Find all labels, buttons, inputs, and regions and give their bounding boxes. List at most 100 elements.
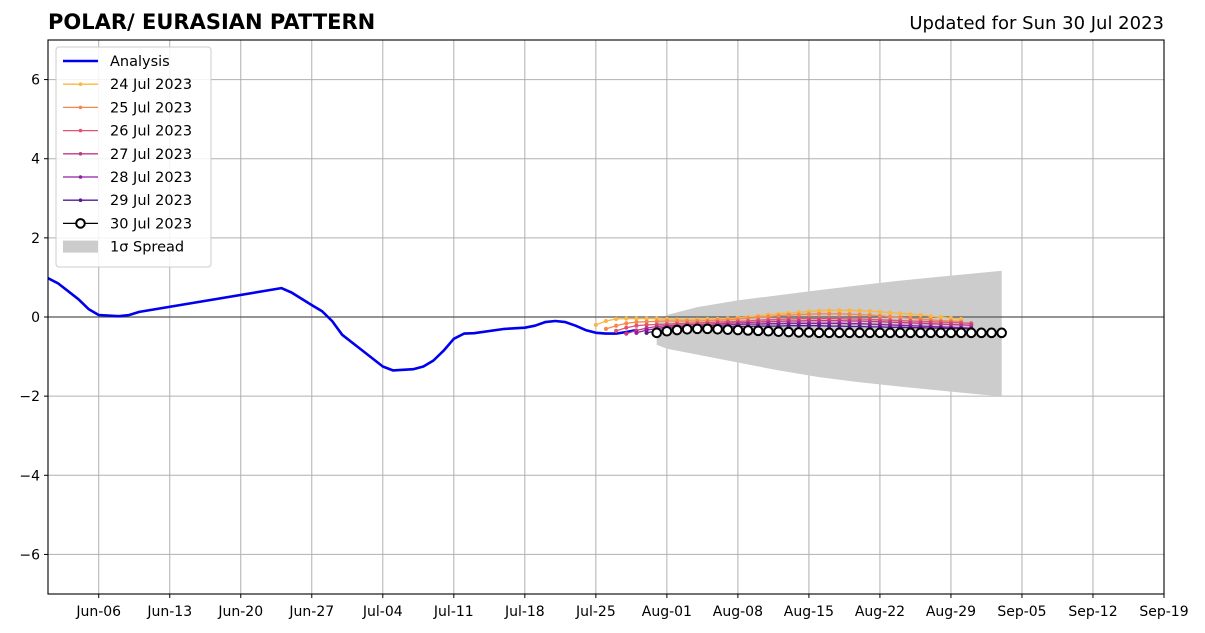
forecast-point <box>624 325 629 330</box>
forecast-point <box>905 327 916 339</box>
forecast-point <box>935 327 947 339</box>
forecast-point <box>857 312 862 317</box>
chart-subtitle: Updated for Sun 30 Jul 2023 <box>909 13 1164 34</box>
legend-marker <box>78 175 83 179</box>
legend-label: Analysis <box>110 54 170 70</box>
forecast-point <box>834 327 845 339</box>
y-tick-label: −6 <box>19 547 40 563</box>
forecast-point <box>857 308 862 313</box>
forecast-point <box>945 327 957 339</box>
forecast-point <box>986 327 997 339</box>
forecast-point <box>681 323 693 335</box>
y-tick-label: 4 <box>31 152 40 168</box>
forecast-point <box>742 325 754 336</box>
forecast-point <box>918 312 923 318</box>
forecast-point <box>806 323 812 328</box>
forecast-point <box>915 327 926 339</box>
forecast-point <box>702 323 713 335</box>
y-tick-label: −2 <box>19 389 40 405</box>
forecast-point <box>908 312 913 317</box>
axes: Jun-06 Jun-13 Jun-20 Jun-27 Jul-04 Jul-11 Jul-… <box>19 39 1189 620</box>
forecast-point <box>996 327 1007 339</box>
x-tick-label: Sep-12 <box>1068 604 1117 620</box>
forecast-point <box>837 308 842 313</box>
x-tick-label: Jun-27 <box>288 604 334 620</box>
x-tick-label: Jul-18 <box>504 604 545 620</box>
forecast-point <box>593 322 598 328</box>
legend-marker <box>78 105 83 110</box>
forecast-point <box>877 313 883 318</box>
x-tick-label: Sep-05 <box>997 604 1046 620</box>
forecast-point <box>634 316 639 321</box>
x-tick-label: Aug-22 <box>855 604 905 620</box>
forecast-point <box>603 326 609 331</box>
forecast-point <box>854 327 865 339</box>
forecast-point <box>816 311 822 316</box>
forecast-point <box>827 311 832 316</box>
forecast-point <box>955 327 967 339</box>
forecast-point <box>776 313 781 318</box>
forecast-point <box>603 318 609 324</box>
forecast-point <box>938 314 943 320</box>
forecast-point <box>732 324 744 336</box>
legend-marker <box>75 218 86 229</box>
legend-marker <box>78 128 83 133</box>
forecast-point <box>965 327 977 339</box>
forecast-point <box>634 323 639 328</box>
legend-label: 1σ Spread <box>110 240 184 256</box>
x-tick-label: Sep-19 <box>1139 604 1188 620</box>
chart-title: POLAR/ EURASIAN PATTERN <box>48 10 375 34</box>
x-tick-label: Jun-06 <box>75 604 121 620</box>
series <box>47 277 1007 372</box>
forecast-point <box>827 308 832 313</box>
forecast-point <box>722 324 734 335</box>
y-tick-label: −4 <box>19 468 40 484</box>
forecast-point <box>661 325 673 337</box>
x-tick-label: Jun-20 <box>217 604 263 620</box>
forecast-point <box>624 316 629 321</box>
forecast-point <box>803 327 815 338</box>
legend: Analysis 24 Jul 2023 25 Jul 2023 26 Jul 202… <box>55 46 212 268</box>
analysis-line <box>47 277 637 372</box>
legend-label: 25 Jul 2023 <box>110 100 192 116</box>
forecast-point <box>624 321 629 326</box>
forecast-point <box>976 327 987 339</box>
forecast-point <box>928 314 933 319</box>
x-tick-label: Aug-15 <box>784 604 834 620</box>
legend-marker <box>78 152 83 156</box>
forecast-point <box>827 324 832 329</box>
forecast-point <box>874 327 886 339</box>
legend-marker <box>78 198 83 202</box>
forecast-point <box>847 312 852 317</box>
forecast-point <box>793 327 805 338</box>
legend-box <box>55 46 212 268</box>
forecast-point <box>614 323 619 328</box>
forecast-point <box>867 308 872 314</box>
legend-label: 29 Jul 2023 <box>110 193 192 209</box>
forecast-point <box>773 326 784 337</box>
legend-label: 27 Jul 2023 <box>110 147 192 163</box>
forecast-point <box>752 325 764 337</box>
x-tick-label: Jul-04 <box>362 604 403 620</box>
legend-label: 26 Jul 2023 <box>110 124 192 140</box>
forecast-point <box>644 330 649 335</box>
legend-marker <box>78 82 83 86</box>
forecast-point <box>796 323 801 328</box>
forecast-point <box>614 316 619 322</box>
forecast-series <box>651 323 1007 339</box>
forecast-point <box>783 326 794 338</box>
forecast-point <box>692 323 703 335</box>
forecast-point <box>867 312 872 318</box>
forecast-point <box>763 325 774 337</box>
x-tick-label: Jul-11 <box>433 604 474 620</box>
forecast-point <box>887 314 893 319</box>
x-tick-label: Aug-01 <box>642 604 692 620</box>
forecast-point <box>884 327 896 339</box>
forecast-point <box>877 309 883 314</box>
plot-frame <box>47 39 1165 595</box>
legend-label: 30 Jul 2023 <box>110 216 192 232</box>
forecast-point <box>671 324 683 336</box>
forecast-point <box>634 320 639 325</box>
forecast-point <box>796 312 801 317</box>
